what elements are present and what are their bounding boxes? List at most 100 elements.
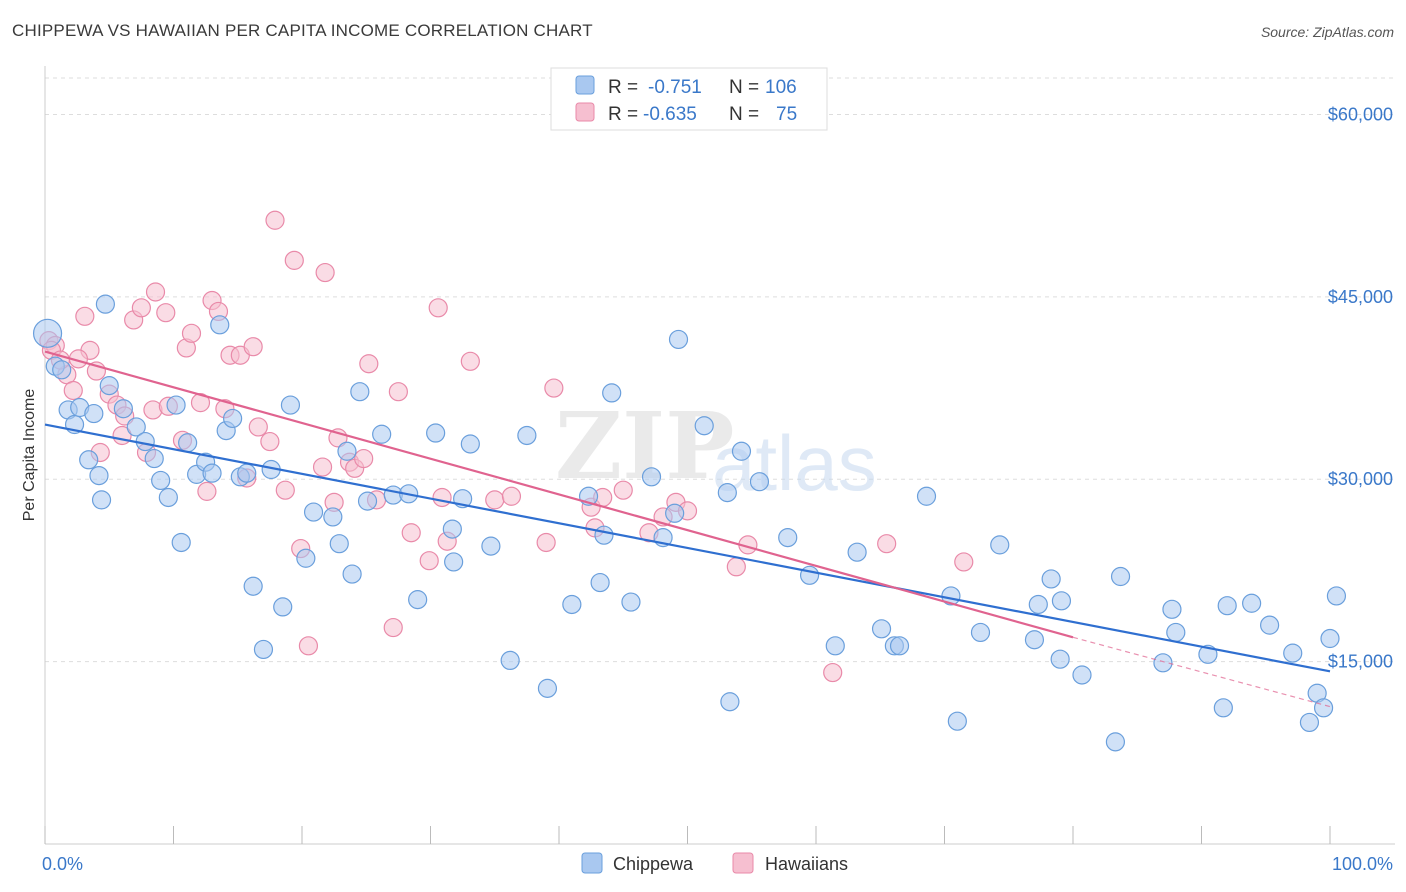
legend-n-value-2: 75 xyxy=(776,104,797,125)
chippewa-point xyxy=(1283,643,1303,663)
chippewa-point xyxy=(500,650,520,671)
source-note: Source: ZipAtlas.com xyxy=(1260,24,1394,40)
hawaiian-point xyxy=(419,551,439,571)
hawaiian-point xyxy=(243,337,263,357)
chippewa-point xyxy=(590,572,610,593)
chippewa-point xyxy=(537,678,558,698)
hawaiian-point xyxy=(312,457,333,477)
x-tick-label-end: 100.0% xyxy=(1332,854,1393,874)
chippewa-point xyxy=(84,403,104,424)
legend-n-label-2: N = xyxy=(729,104,759,125)
series-legend: Chippewa Hawaiians xyxy=(581,852,848,874)
axes xyxy=(44,66,1395,845)
hawaiian-point xyxy=(197,481,217,501)
chippewa-point xyxy=(602,383,622,403)
chippewa-point xyxy=(517,425,537,446)
hawaiian-point xyxy=(181,323,202,343)
hawaiian-point xyxy=(501,486,522,506)
chippewa-point xyxy=(594,525,614,545)
legend-r-value-2: -0.635 xyxy=(643,104,697,125)
chippewa-point xyxy=(720,692,740,712)
chippewa-point xyxy=(442,519,462,539)
chippewa-point xyxy=(1050,649,1070,669)
hawaiian-point xyxy=(265,210,285,230)
chippewa-point xyxy=(668,329,689,350)
hawaiian-point xyxy=(284,250,304,270)
hawaiian-point xyxy=(359,354,379,374)
y-tick-label: $45,000 xyxy=(1328,287,1393,307)
chippewa-point xyxy=(273,597,293,617)
chippewa-point xyxy=(202,463,222,483)
chippewa-point xyxy=(1153,653,1173,673)
chippewa-point xyxy=(1166,622,1186,643)
tick-labels: $15,000 $30,000 $45,000 $60,000 0.0% 100.0% xyxy=(42,104,1393,874)
chippewa-point xyxy=(1028,594,1048,615)
hawaiian-point xyxy=(544,378,564,398)
hawaiian-point xyxy=(954,552,974,572)
chippewa-point xyxy=(323,507,343,527)
x-tick-label-start: 0.0% xyxy=(42,854,83,874)
hawaiian-point xyxy=(726,557,746,577)
chippewa-point xyxy=(947,711,967,731)
chippewa-point xyxy=(1320,628,1340,649)
hawaiian-point xyxy=(432,487,452,508)
legend-swatch-chippewa xyxy=(575,75,595,95)
trend-lines xyxy=(44,350,1331,708)
chippewa-point xyxy=(1313,698,1334,718)
chippewa-point xyxy=(32,318,63,348)
chippewa-point xyxy=(799,565,820,585)
chippewa-point xyxy=(243,576,263,596)
legend-swatch-hawaiian xyxy=(575,102,595,122)
chippewa-point xyxy=(1326,586,1347,606)
chippewa-point xyxy=(1051,591,1072,611)
chippewa-point xyxy=(1110,566,1131,587)
chippewa-point xyxy=(166,395,186,415)
gridlines xyxy=(45,77,1395,663)
chippewa-point xyxy=(357,491,378,511)
chippewa-point xyxy=(1213,698,1233,718)
chippewa-trend-line xyxy=(44,423,1331,673)
watermark-zip: ZIP xyxy=(555,392,734,500)
chippewa-point xyxy=(91,490,112,510)
hawaiian-point xyxy=(613,480,633,500)
chippewa-point xyxy=(296,548,316,568)
hawaiian-point xyxy=(260,431,280,452)
y-tick-label: $60,000 xyxy=(1328,104,1393,124)
chart-title: CHIPPEWA VS HAWAIIAN PER CAPITA INCOME C… xyxy=(12,21,593,40)
chippewa-point xyxy=(460,434,480,454)
hawaiian-point xyxy=(401,523,421,543)
hawaiian-point xyxy=(63,380,83,401)
legend-n-value-1: 106 xyxy=(765,77,797,98)
chippewa-point xyxy=(372,424,392,444)
chippewa-point xyxy=(1041,569,1061,589)
legend-n-label-1: N = xyxy=(729,77,759,98)
chippewa-point xyxy=(1162,599,1182,619)
chippewa-points xyxy=(32,294,1347,752)
chippewa-point xyxy=(825,636,845,656)
legend-r-label-2: R = xyxy=(608,104,638,125)
chippewa-point xyxy=(350,382,370,402)
chippewa-point xyxy=(694,416,714,436)
bottom-swatch-chippewa xyxy=(581,852,603,874)
chippewa-point xyxy=(970,622,991,643)
hawaiian-point xyxy=(823,662,843,683)
chippewa-point xyxy=(1217,596,1237,616)
chippewa-point xyxy=(280,395,301,415)
chippewa-point xyxy=(253,639,274,660)
chippewa-point xyxy=(113,399,133,419)
chippewa-point xyxy=(1024,630,1045,650)
chippewa-point xyxy=(144,448,164,469)
y-axis-label: Per Capita Income xyxy=(21,389,38,522)
chippewa-point xyxy=(621,592,641,612)
hawaiian-point xyxy=(131,298,151,318)
chippewa-point xyxy=(52,360,72,380)
hawaiian-point xyxy=(536,532,556,553)
chippewa-point xyxy=(342,564,362,584)
chippewa-point xyxy=(329,534,349,554)
chippewa-point xyxy=(89,465,109,486)
chippewa-point xyxy=(1260,615,1280,635)
hawaiian-point xyxy=(190,393,211,413)
watermark-atlas: atlas xyxy=(712,419,877,507)
hawaiian-point xyxy=(75,306,95,326)
